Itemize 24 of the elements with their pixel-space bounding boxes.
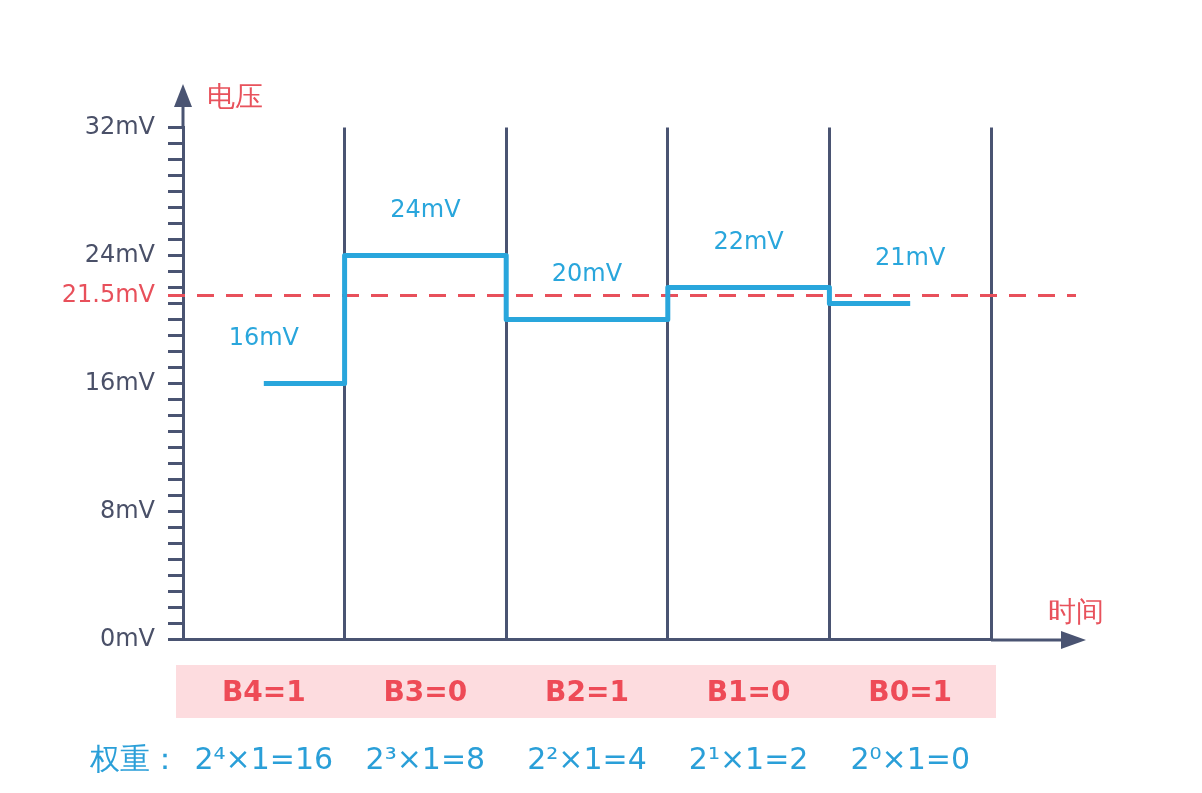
text: 权重： [89,741,180,777]
x-tick-label: B2=1 [545,674,629,708]
data-label: 16mV [228,322,300,351]
y-tick-label: 32mV [84,111,156,140]
y-tick-label: 0mV [99,623,156,652]
x-tick-label: B0=1 [868,674,953,708]
data-label: 22mV [713,226,785,255]
data-label: 24mV [390,194,462,223]
text: 2²×1=4 [527,741,647,777]
y-axis-title: 电压 [207,79,263,113]
y-tick-label: 16mV [84,367,156,396]
data-label: 20mV [551,258,623,287]
ref-line-label: 21.5mV [61,279,156,308]
x-tick-label: B4=1 [221,674,306,708]
x-tick-label: B3=0 [383,674,468,708]
text: 2⁴×1=16 [194,741,334,777]
y-tick-label: 8mV [99,495,156,524]
data-label: 21mV [875,242,946,271]
text: 2⁰×1=0 [850,741,970,777]
text: 2³×1=8 [365,741,486,777]
y-tick-label: 24mV [84,239,156,268]
text: 2¹×1=2 [688,741,809,777]
x-axis-title: 时间 [1048,594,1104,628]
x-tick-label: B1=0 [706,674,791,708]
